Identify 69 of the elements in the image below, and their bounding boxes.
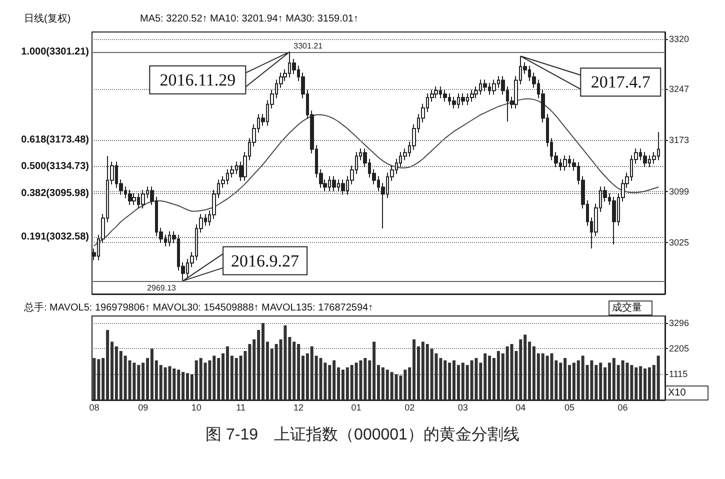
y-tick-label: 3247 [669, 84, 690, 94]
bar [510, 344, 514, 400]
text: 总手: MAVOL5: 196979806↑ MAVOL30: 154509888↑ MAVOL135: 176872594↑ [23, 302, 374, 314]
bar [621, 360, 624, 400]
x-tick-label: 10 [191, 402, 202, 412]
bar [546, 356, 549, 400]
y-tick-label: 3173 [669, 135, 690, 146]
candlestick [332, 176, 336, 192]
ref-line-label: 0.618(3173.48) [21, 134, 89, 146]
x-tick-label: 03 [458, 402, 468, 412]
x-tick-label: 05 [564, 402, 575, 412]
annotation: 2016.11.29 [160, 70, 236, 90]
x-tick-label: 02 [404, 402, 415, 412]
bar [92, 358, 96, 400]
x-tick-label: 08 [89, 402, 100, 412]
candlestick [434, 86, 438, 99]
y-tick-label: 3099 [669, 186, 690, 196]
bar [359, 360, 362, 400]
bar [656, 356, 660, 400]
candlestick [492, 79, 496, 96]
candlestick [128, 189, 132, 206]
x-tick-label: 06 [618, 402, 628, 412]
text: MA5: 3220.52↑ MA10: 3201.94↑ MA30: 3159.01↑ [140, 14, 358, 24]
x-tick-label: 01 [351, 402, 362, 412]
y-tick-label: 1115 [669, 368, 688, 379]
x-tick-label: 04 [516, 402, 526, 412]
candlestick [643, 151, 647, 168]
ref-line-label: 1.000(3301.21) [21, 46, 89, 58]
candlestick [132, 192, 136, 206]
ref-line-label: 0.191(3032.58) [21, 232, 89, 243]
bar [550, 353, 554, 400]
bar [626, 362, 629, 400]
candlestick [483, 79, 487, 92]
text: 图 7-19 上证指数（000001）的黄金分割线 [206, 426, 520, 444]
line-series [94, 98, 659, 246]
annotation: 2969.13 [147, 283, 177, 292]
annotation: 3301.21 [294, 41, 324, 50]
bar [394, 374, 398, 400]
x-tick-label: 09 [138, 402, 148, 412]
y-tick-label: 2205 [669, 344, 690, 354]
candlestick [563, 154, 567, 172]
ref-line-label: 0.382(3095.98) [21, 188, 89, 199]
y-tick-label: 3320 [669, 34, 690, 44]
bar [319, 358, 322, 400]
y-tick-label: 3296 [669, 318, 690, 328]
x-tick-label: 12 [294, 402, 304, 412]
annotation: 2017.4.7 [590, 72, 651, 92]
text: X10 [668, 388, 686, 398]
text: 日线(复权) [24, 12, 71, 24]
candlestick [461, 92, 465, 106]
candlestick [341, 179, 345, 196]
candlestick [470, 89, 474, 102]
bar [470, 360, 474, 400]
y-tick-label: 3025 [669, 237, 690, 248]
bar [168, 366, 172, 400]
candlestick [612, 196, 616, 245]
candlestick [443, 89, 447, 102]
bar [284, 325, 287, 400]
candlestick [141, 189, 145, 210]
candlestick [452, 96, 456, 110]
text: 成交量 [612, 302, 642, 314]
bar [164, 367, 167, 400]
bar [354, 362, 358, 400]
ref-line-label: 0.500(3134.73) [21, 161, 89, 172]
bar [590, 360, 594, 400]
bar [474, 358, 478, 400]
x-tick-label: 11 [236, 402, 246, 412]
annotation: 2016.9.27 [231, 251, 300, 270]
bar [132, 362, 136, 400]
